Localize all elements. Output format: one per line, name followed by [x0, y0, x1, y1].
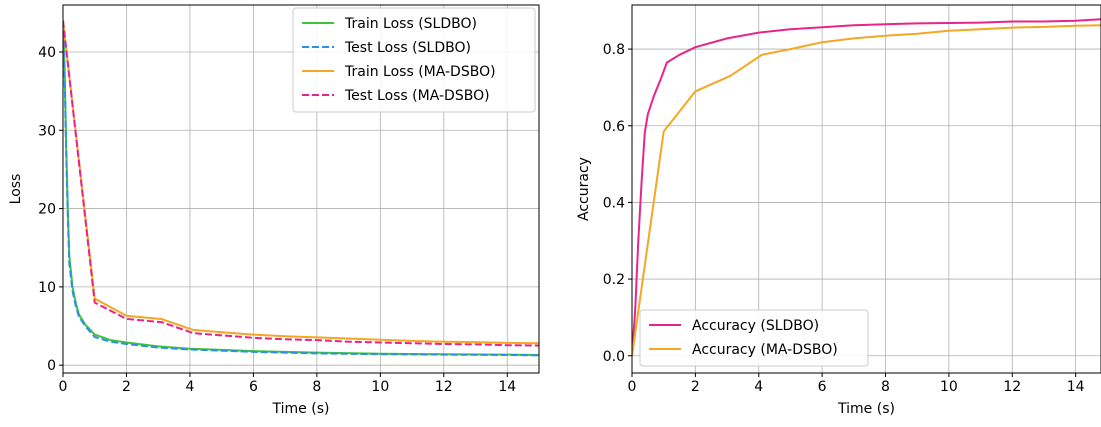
legend-label: Accuracy (SLDBO)	[692, 318, 819, 334]
y-tick-label: 20	[38, 202, 56, 218]
y-tick-label: 0.0	[603, 349, 625, 365]
series-line-2	[63, 20, 539, 357]
y-tick-label: 40	[38, 45, 56, 61]
series-group	[632, 18, 1101, 356]
y-tick-label: 0.6	[603, 119, 625, 135]
legend-box	[639, 309, 869, 367]
x-tick-label: 12	[1003, 379, 1021, 395]
y-tick-label: 30	[38, 123, 56, 139]
x-tick-label: 0	[59, 379, 68, 395]
y-tick-label: 0.4	[603, 195, 625, 211]
y-axis-label: Accuracy	[576, 157, 592, 221]
chart-panel-2: 0 2 4 6 8 10 12 14 0.0 0.2 0.4 0.6 0.8 Time (s) Accura…	[576, 4, 1101, 417]
axes-frame	[62, 4, 540, 374]
y-axis-label: Loss	[8, 174, 24, 205]
series-line-3	[63, 20, 539, 345]
series-line-4	[63, 20, 539, 347]
chart-panel-1: 0 2 4 6 8 10 12 14 0 10 20 30 40 Time (s) Loss Train Lo…	[8, 4, 540, 417]
series-group	[63, 20, 539, 357]
y-tick-label: 10	[38, 280, 56, 296]
x-tick-label: 14	[1067, 379, 1085, 395]
x-tick-label: 6	[818, 379, 827, 395]
x-tick-label: 4	[185, 379, 194, 395]
x-tick-label: 8	[881, 379, 890, 395]
x-tick-label: 12	[435, 379, 453, 395]
x-tick-label: 10	[371, 379, 389, 395]
x-tick-label: 0	[628, 379, 637, 395]
x-tick-label: 10	[940, 379, 958, 395]
legend: Accuracy (SLDBO) Accuracy (MA-DSBO)	[639, 309, 869, 367]
y-tick-label: 0.2	[603, 272, 625, 288]
legend-label: Train Loss (SLDBO)	[344, 16, 477, 32]
x-tick-label: 4	[754, 379, 763, 395]
legend-box	[292, 7, 536, 113]
x-axis-label: Time (s)	[272, 401, 330, 417]
x-tick-label: 2	[691, 379, 700, 395]
legend-label: Test Loss (MA-DSBO)	[344, 88, 490, 104]
x-tick-label: 6	[249, 379, 258, 395]
axes-frame	[631, 4, 1101, 374]
series-line-2	[632, 24, 1101, 356]
y-tick-label: 0	[47, 358, 56, 374]
x-tick-label: 2	[122, 379, 131, 395]
legend-label: Accuracy (MA-DSBO)	[692, 342, 838, 358]
x-tick-label: 14	[498, 379, 516, 395]
x-tick-label: 8	[312, 379, 321, 395]
series-line-1	[632, 18, 1101, 356]
x-axis-label: Time (s)	[837, 401, 895, 417]
legend: Train Loss (SLDBO) Test Loss (SLDBO) Train…	[292, 7, 536, 113]
legend-label: Train Loss (MA-DSBO)	[344, 64, 496, 80]
legend-label: Test Loss (SLDBO)	[344, 40, 471, 56]
y-tick-label: 0.8	[603, 42, 625, 58]
